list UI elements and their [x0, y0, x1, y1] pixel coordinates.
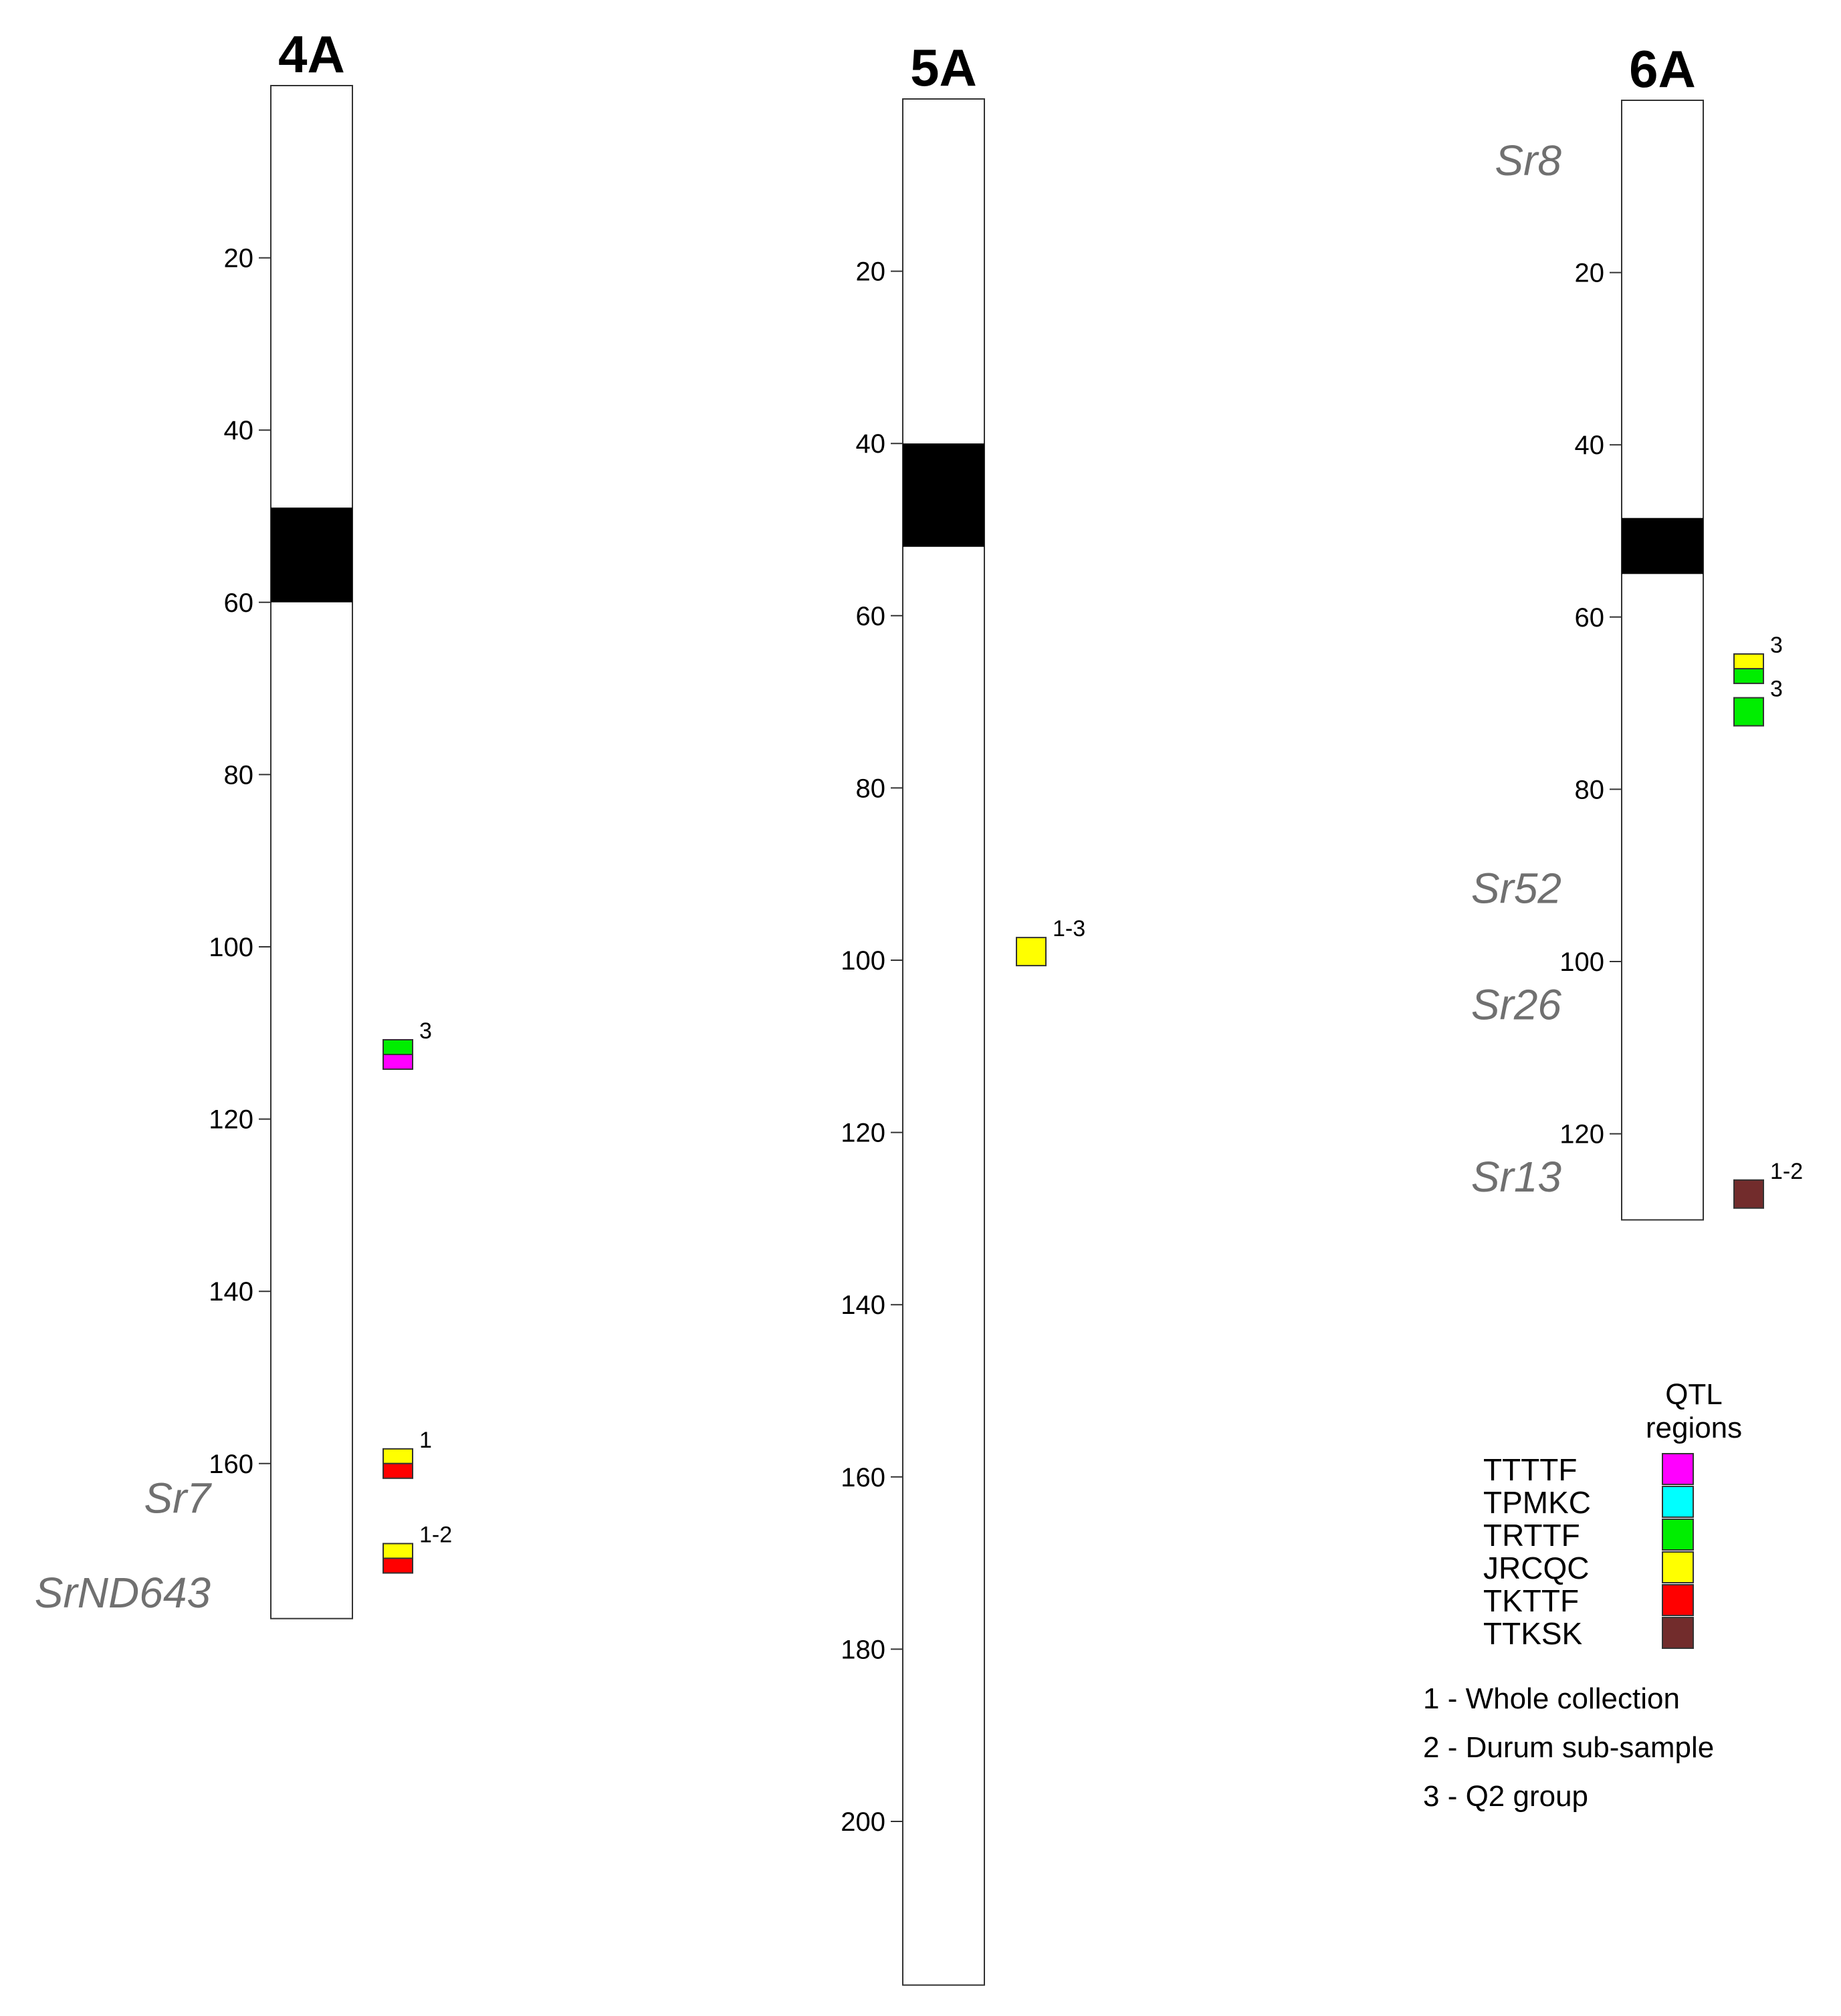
- chromosome-title: 5A: [910, 38, 977, 97]
- chromosome-body: [902, 98, 985, 1986]
- tick-label: 140: [841, 1291, 885, 1320]
- legend-swatch: [1662, 1584, 1694, 1616]
- chromosome-group: 4A20406080100120140160Sr7SrND643311-25A2…: [35, 25, 1803, 1986]
- qtl-segment: [383, 1054, 413, 1070]
- tick-label: 20: [224, 244, 254, 273]
- legend-swatch: [1662, 1486, 1694, 1518]
- tick-label: 40: [856, 429, 886, 459]
- tick-label: 120: [209, 1105, 253, 1135]
- tick-label: 40: [224, 416, 254, 445]
- qtl-segment: [1016, 937, 1047, 967]
- legend-title-line2: regions: [1646, 1412, 1742, 1444]
- chromosome-title: 6A: [1629, 39, 1696, 98]
- qtl-marker: 1-2: [1733, 1159, 1803, 1209]
- gene-label: Sr52: [1471, 865, 1561, 913]
- tick-label: 100: [841, 946, 885, 976]
- tick-label: 160: [209, 1450, 253, 1479]
- qtl-marker: 3: [1733, 633, 1783, 685]
- legend-race-jrcqc: JRCQC: [1483, 1551, 1694, 1585]
- tick-label: 60: [1575, 603, 1605, 633]
- tick-label: 160: [841, 1463, 885, 1492]
- tick-label: 80: [1575, 775, 1605, 804]
- legend-race-ttttf: TTTTF: [1483, 1452, 1694, 1487]
- qtl-segment: [383, 1557, 413, 1574]
- qtl-segment: [383, 1462, 413, 1479]
- gene-label: SrND643: [35, 1569, 211, 1617]
- gene-label: Sr26: [1471, 980, 1562, 1028]
- tick-label: 120: [841, 1119, 885, 1148]
- qtl-segment: [1733, 697, 1764, 727]
- chromosome-6A: 6A 20 40 60 80 100 120 Sr8 Sr52 Sr26 Sr13 3 3 1-2: [1471, 39, 1803, 1221]
- legend-title-line1: QTL: [1665, 1378, 1723, 1411]
- tick-label: 100: [209, 933, 253, 962]
- gene-label: Sr13: [1471, 1153, 1562, 1201]
- tick-label: 180: [841, 1635, 885, 1664]
- chromosome-body: [1621, 100, 1704, 1221]
- tick-label: 60: [224, 588, 254, 618]
- legend-race-name: TTTTF: [1483, 1452, 1578, 1487]
- gene-label: Sr7: [144, 1474, 212, 1522]
- centromere: [903, 443, 984, 547]
- qtl-label: 1-3: [1053, 916, 1085, 941]
- tick-label: 80: [224, 760, 254, 790]
- legend-race-name: TTKSK: [1483, 1616, 1583, 1651]
- legend-swatch: [1662, 1519, 1694, 1551]
- qtl-marker: 3: [1733, 676, 1783, 727]
- legend: QTL regions TTTTFTPMKCTRTTFJRCQCTKTTFTTK…: [1423, 1378, 1742, 1813]
- legend-race-name: JRCQC: [1483, 1551, 1589, 1585]
- tick-label: 120: [1559, 1120, 1604, 1149]
- tick-label: 20: [856, 257, 886, 287]
- legend-race-trttf: TRTTF: [1483, 1518, 1694, 1553]
- chromosome-title: 4A: [278, 25, 345, 84]
- qtl-marker: 3: [383, 1018, 432, 1070]
- qtl-segment: [1733, 668, 1764, 685]
- qtl-segment: [383, 1039, 413, 1055]
- legend-race-tkttf: TKTTF: [1483, 1583, 1694, 1618]
- qtl-label: 3: [1770, 633, 1783, 658]
- qtl-marker: 1-3: [1016, 916, 1085, 967]
- qtl-marker: 1: [383, 1428, 432, 1479]
- legend-note: 3 - Q2 group: [1423, 1780, 1588, 1813]
- tick-label: 100: [1559, 947, 1604, 977]
- chromosome-body: [270, 85, 353, 1619]
- legend-race-name: TPMKC: [1483, 1485, 1591, 1520]
- qtl-label: 1: [419, 1428, 432, 1453]
- tick-label: 20: [1575, 259, 1605, 288]
- chromosome-5A: 5A 20 40 60 80 100 120 140 160 180 200 1-3: [841, 38, 1085, 1986]
- legend-race-name: TRTTF: [1483, 1518, 1580, 1553]
- qtl-label: 3: [419, 1018, 432, 1044]
- qtl-segment: [383, 1448, 413, 1464]
- tick-label: 60: [856, 602, 886, 631]
- tick-label: 40: [1575, 431, 1605, 460]
- qtl-segment: [1733, 653, 1764, 670]
- legend-race-name: TKTTF: [1483, 1583, 1579, 1618]
- centromere: [1622, 518, 1703, 574]
- legend-note: 2 - Durum sub-sample: [1423, 1731, 1714, 1764]
- legend-note: 1 - Whole collection: [1423, 1682, 1680, 1715]
- centromere: [271, 508, 352, 602]
- tick-label: 140: [209, 1277, 253, 1307]
- legend-swatch: [1662, 1617, 1694, 1649]
- legend-race-ttksk: TTKSK: [1483, 1616, 1694, 1651]
- gene-label: Sr8: [1495, 136, 1561, 185]
- legend-note-list: 1 - Whole collection 2 - Durum sub-sample…: [1423, 1682, 1714, 1813]
- qtl-marker: 1-2: [383, 1522, 452, 1574]
- legend-race-tpmkc: TPMKC: [1483, 1485, 1694, 1520]
- qtl-segment: [1733, 1179, 1764, 1209]
- qtl-label: 1-2: [419, 1522, 452, 1547]
- tick-label: 80: [856, 774, 886, 803]
- tick-label: 200: [841, 1807, 885, 1837]
- qtl-label: 3: [1770, 676, 1783, 701]
- qtl-segment: [383, 1543, 413, 1559]
- legend-swatch: [1662, 1453, 1694, 1485]
- qtl-label: 1-2: [1770, 1159, 1803, 1184]
- legend-swatch: [1662, 1551, 1694, 1583]
